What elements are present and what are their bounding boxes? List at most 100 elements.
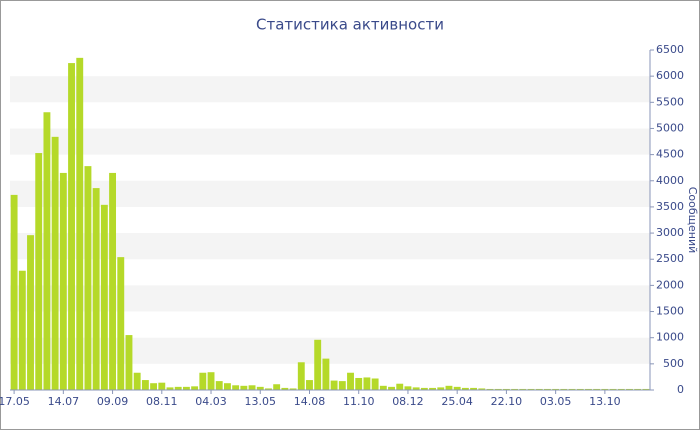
bar <box>626 388 633 390</box>
bar <box>445 385 453 390</box>
bar <box>68 63 75 390</box>
bar <box>420 387 428 390</box>
bar <box>199 372 207 390</box>
x-tick-label: 14.07 <box>48 395 80 408</box>
bar <box>412 387 420 390</box>
y-tick-label: 6500 <box>656 43 684 56</box>
bar <box>568 388 576 390</box>
grid-band <box>10 128 650 155</box>
chart-title: Статистика активности <box>256 16 444 34</box>
bar <box>511 388 519 390</box>
bar <box>232 385 240 390</box>
y-tick-label: 5000 <box>656 121 684 134</box>
bar <box>519 388 527 390</box>
bar <box>215 381 223 390</box>
x-tick-label: 08.11 <box>146 395 178 408</box>
bar <box>552 388 560 390</box>
bar <box>27 235 34 390</box>
y-tick-label: 1500 <box>656 305 684 318</box>
bar <box>494 388 502 390</box>
bar <box>141 380 149 390</box>
bar <box>265 388 272 390</box>
bar <box>404 386 412 390</box>
grid-band <box>10 233 650 260</box>
y-tick-label: 3500 <box>656 200 684 213</box>
bar <box>355 377 363 390</box>
bar <box>256 386 264 390</box>
bar <box>207 372 215 390</box>
bar <box>306 380 313 390</box>
bar <box>437 387 445 390</box>
y-tick-label: 2500 <box>656 252 684 265</box>
bar <box>642 388 650 390</box>
bar <box>601 388 609 390</box>
bar <box>92 188 100 390</box>
y-tick-label: 4500 <box>656 148 684 161</box>
bar <box>273 384 281 390</box>
bar <box>182 386 190 390</box>
bar <box>322 358 330 390</box>
bar <box>133 372 141 390</box>
bar <box>379 385 387 390</box>
bar <box>470 387 478 390</box>
x-tick-label: 14.08 <box>294 395 326 408</box>
bar <box>502 388 510 390</box>
bar <box>388 386 395 390</box>
bar <box>617 388 625 390</box>
bar <box>150 383 158 390</box>
x-tick-label: 09.09 <box>97 395 129 408</box>
grid-band <box>10 180 650 207</box>
bar <box>248 385 256 390</box>
bar <box>76 57 84 390</box>
bar <box>486 388 494 390</box>
bar <box>59 172 67 390</box>
bar <box>363 377 371 390</box>
bar <box>429 387 437 390</box>
bar <box>347 372 354 390</box>
bar <box>634 388 642 390</box>
bar <box>593 388 601 390</box>
bar <box>453 386 461 390</box>
y-tick-label: 6000 <box>656 69 684 82</box>
bar <box>10 194 18 390</box>
bar <box>609 388 617 390</box>
bar <box>117 257 125 390</box>
bar <box>84 166 92 390</box>
x-tick-label: 11.10 <box>343 395 375 408</box>
bar <box>338 381 346 390</box>
bar <box>289 388 297 390</box>
bar <box>314 339 322 390</box>
bar <box>576 388 584 390</box>
bar <box>330 380 338 390</box>
bar <box>191 386 199 390</box>
y-tick-label: 4000 <box>656 174 684 187</box>
bar <box>478 388 486 390</box>
bar <box>18 270 26 390</box>
bar <box>371 378 379 390</box>
y-axis-label: Сообщений <box>686 187 699 254</box>
x-tick-label: 17.05 <box>0 395 30 408</box>
y-tick-label: 1000 <box>656 331 684 344</box>
grid-band <box>10 285 650 312</box>
bar <box>100 204 108 390</box>
x-tick-label: 13.05 <box>245 395 277 408</box>
x-tick-label: 25.04 <box>441 395 473 408</box>
y-tick-label: 2000 <box>656 278 684 291</box>
bar <box>396 383 404 390</box>
bar <box>240 385 248 390</box>
bar <box>43 112 51 390</box>
x-tick-label: 04.03 <box>195 395 227 408</box>
bar <box>174 386 182 390</box>
bar <box>109 172 117 390</box>
bar <box>166 387 174 390</box>
grid-band <box>10 76 650 103</box>
bar <box>125 335 133 390</box>
bar <box>51 136 59 390</box>
bar <box>223 383 231 390</box>
bar <box>543 388 551 390</box>
bar <box>527 388 535 390</box>
bar <box>461 387 469 390</box>
bar <box>585 388 592 390</box>
bar <box>35 153 43 390</box>
bar <box>535 388 543 390</box>
